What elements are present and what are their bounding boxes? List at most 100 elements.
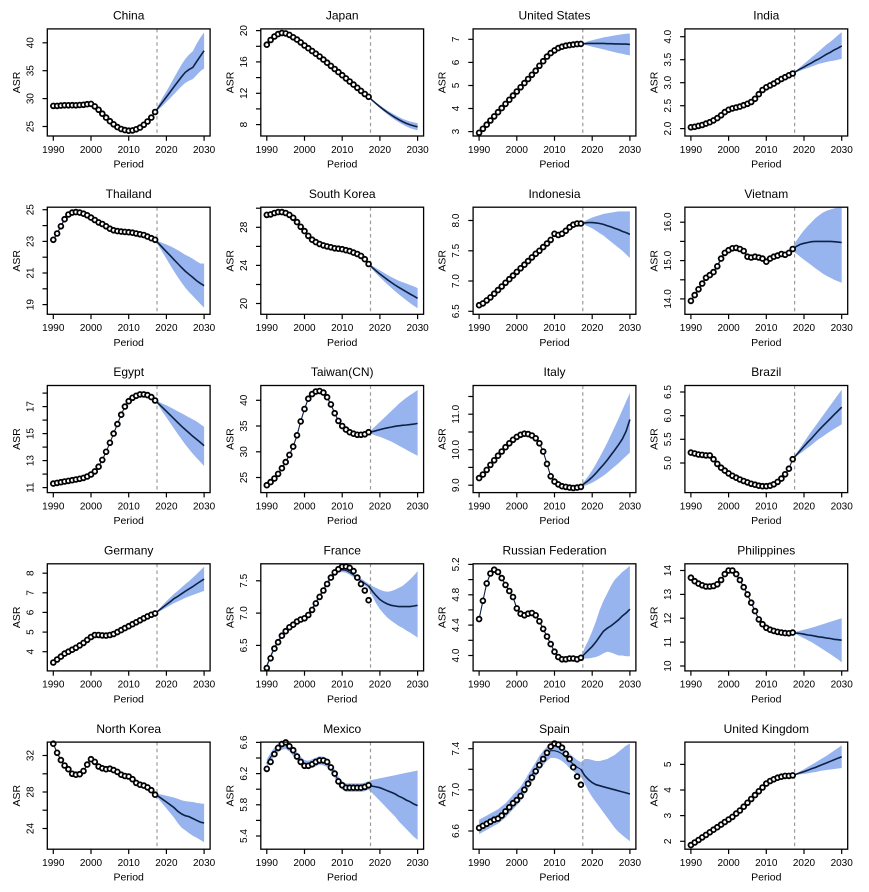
- svg-text:4.4: 4.4: [451, 618, 462, 632]
- svg-text:2030: 2030: [831, 680, 854, 691]
- svg-text:4: 4: [663, 787, 674, 793]
- svg-text:35: 35: [25, 65, 36, 77]
- svg-text:2010: 2010: [118, 858, 141, 869]
- svg-text:7: 7: [451, 36, 462, 42]
- svg-text:2030: 2030: [193, 323, 216, 334]
- svg-text:2030: 2030: [831, 323, 854, 334]
- svg-text:6.6: 6.6: [239, 735, 250, 749]
- svg-text:Vietnam: Vietnam: [744, 187, 788, 201]
- svg-text:2000: 2000: [506, 680, 529, 691]
- svg-text:2.0: 2.0: [663, 121, 674, 135]
- svg-text:Italy: Italy: [543, 365, 565, 379]
- svg-text:2010: 2010: [118, 145, 141, 156]
- svg-text:12: 12: [663, 612, 674, 624]
- svg-text:6: 6: [25, 609, 36, 615]
- svg-text:5.4: 5.4: [239, 829, 250, 843]
- svg-text:1990: 1990: [42, 858, 65, 869]
- svg-text:6: 6: [451, 59, 462, 65]
- svg-text:Period: Period: [539, 515, 570, 527]
- svg-text:2030: 2030: [193, 858, 216, 869]
- svg-text:3: 3: [663, 812, 674, 818]
- svg-text:Germany: Germany: [104, 544, 153, 558]
- svg-text:7.0: 7.0: [451, 274, 462, 288]
- svg-text:2010: 2010: [331, 680, 354, 691]
- svg-text:4.0: 4.0: [663, 29, 674, 43]
- svg-text:6.5: 6.5: [239, 638, 250, 652]
- svg-text:2020: 2020: [369, 858, 392, 869]
- svg-text:South Korea: South Korea: [309, 187, 376, 201]
- svg-text:14: 14: [663, 565, 674, 577]
- svg-text:23: 23: [25, 235, 36, 247]
- svg-text:19: 19: [25, 299, 36, 311]
- svg-text:15.0: 15.0: [663, 250, 674, 270]
- svg-text:2020: 2020: [581, 323, 604, 334]
- svg-text:1990: 1990: [680, 501, 703, 512]
- svg-text:2000: 2000: [717, 501, 740, 512]
- svg-text:2030: 2030: [619, 145, 642, 156]
- svg-text:2030: 2030: [831, 145, 854, 156]
- svg-text:Period: Period: [751, 515, 782, 527]
- svg-text:2030: 2030: [619, 501, 642, 512]
- svg-text:2000: 2000: [80, 858, 103, 869]
- svg-text:Period: Period: [114, 337, 145, 349]
- svg-text:2030: 2030: [406, 145, 429, 156]
- svg-text:ASR: ASR: [11, 428, 23, 450]
- svg-text:2020: 2020: [369, 680, 392, 691]
- svg-text:2000: 2000: [717, 323, 740, 334]
- svg-text:Period: Period: [751, 872, 782, 884]
- svg-text:Period: Period: [327, 515, 358, 527]
- svg-text:ASR: ASR: [648, 71, 660, 93]
- svg-text:ASR: ASR: [11, 250, 23, 272]
- svg-text:10: 10: [663, 660, 674, 672]
- svg-text:2000: 2000: [80, 501, 103, 512]
- svg-text:6.0: 6.0: [663, 408, 674, 422]
- svg-text:Period: Period: [751, 159, 782, 171]
- svg-text:25: 25: [25, 121, 36, 133]
- svg-text:Period: Period: [327, 872, 358, 884]
- svg-text:2.5: 2.5: [663, 98, 674, 112]
- svg-text:6.5: 6.5: [451, 304, 462, 318]
- svg-text:5: 5: [25, 629, 36, 635]
- svg-text:ASR: ASR: [648, 606, 660, 628]
- svg-text:2000: 2000: [80, 680, 103, 691]
- svg-text:2000: 2000: [717, 858, 740, 869]
- svg-text:2030: 2030: [406, 858, 429, 869]
- svg-text:2010: 2010: [755, 680, 778, 691]
- svg-text:2000: 2000: [293, 323, 316, 334]
- svg-text:Period: Period: [539, 159, 570, 171]
- svg-text:28: 28: [239, 221, 250, 233]
- svg-text:Period: Period: [539, 337, 570, 349]
- svg-text:ASR: ASR: [437, 606, 449, 628]
- svg-text:ASR: ASR: [11, 606, 23, 628]
- svg-text:16.0: 16.0: [663, 212, 674, 232]
- svg-text:2010: 2010: [118, 680, 141, 691]
- svg-text:2000: 2000: [80, 323, 103, 334]
- svg-text:1990: 1990: [42, 501, 65, 512]
- svg-text:2000: 2000: [506, 501, 529, 512]
- svg-text:12: 12: [239, 87, 250, 99]
- svg-text:3.5: 3.5: [663, 52, 674, 66]
- svg-text:4: 4: [25, 648, 36, 654]
- svg-text:2010: 2010: [331, 323, 354, 334]
- svg-text:1990: 1990: [680, 680, 703, 691]
- svg-text:1990: 1990: [256, 858, 279, 869]
- svg-text:2010: 2010: [543, 145, 566, 156]
- svg-text:Taiwan(CN): Taiwan(CN): [311, 365, 374, 379]
- svg-text:21: 21: [25, 267, 36, 279]
- svg-text:2020: 2020: [581, 858, 604, 869]
- svg-text:United Kingdom: United Kingdom: [724, 722, 809, 736]
- svg-text:1990: 1990: [42, 145, 65, 156]
- svg-text:1990: 1990: [256, 323, 279, 334]
- svg-text:2010: 2010: [543, 680, 566, 691]
- svg-text:4: 4: [451, 105, 462, 111]
- svg-text:6.2: 6.2: [239, 766, 250, 780]
- svg-text:2020: 2020: [369, 145, 392, 156]
- svg-text:7.5: 7.5: [239, 573, 250, 587]
- svg-text:2010: 2010: [331, 145, 354, 156]
- svg-text:2020: 2020: [793, 858, 816, 869]
- svg-text:25: 25: [25, 204, 36, 216]
- svg-text:United States: United States: [518, 9, 590, 23]
- svg-text:2030: 2030: [619, 323, 642, 334]
- svg-text:2000: 2000: [293, 145, 316, 156]
- svg-text:2000: 2000: [506, 858, 529, 869]
